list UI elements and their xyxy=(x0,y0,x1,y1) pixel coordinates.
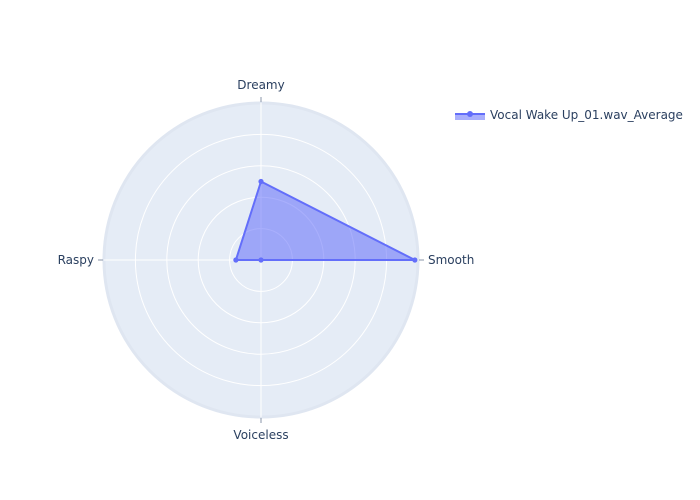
legend-marker xyxy=(467,111,473,117)
legend-item[interactable]: Vocal Wake Up_01.wav_Average xyxy=(455,108,683,122)
axis-label-raspy: Raspy xyxy=(58,253,94,267)
axis-label-smooth: Smooth xyxy=(428,253,474,267)
axis-label-voiceless: Voiceless xyxy=(233,428,288,442)
data-point-smooth xyxy=(412,257,418,263)
legend-label: Vocal Wake Up_01.wav_Average xyxy=(490,108,683,122)
data-point-raspy xyxy=(233,257,239,263)
data-point-dreamy xyxy=(258,178,264,185)
axis-label-dreamy: Dreamy xyxy=(237,78,284,92)
data-point-voiceless xyxy=(258,257,264,263)
